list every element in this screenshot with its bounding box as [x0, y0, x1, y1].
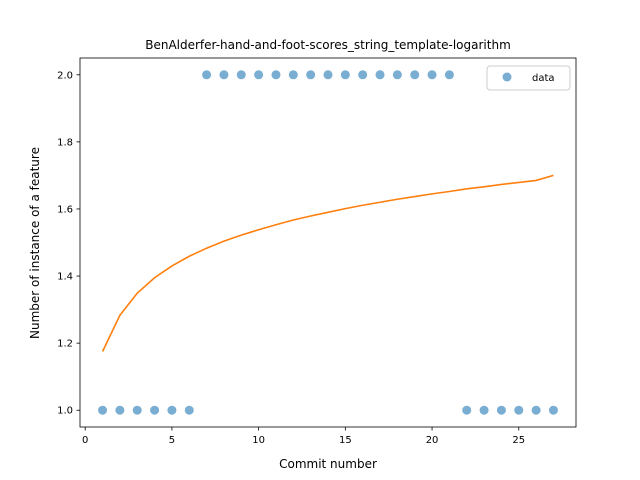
x-tick-label: 5 [169, 435, 175, 446]
y-tick-label: 1.8 [57, 137, 73, 148]
data-point [427, 70, 437, 80]
x-axis-label: Commit number [279, 457, 377, 471]
axes-frame [79, 57, 577, 428]
data-point [150, 405, 160, 415]
data-point [306, 70, 316, 80]
data-point [167, 405, 177, 415]
data-point [115, 405, 125, 415]
x-tick-label: 20 [426, 435, 439, 446]
data-point [531, 405, 541, 415]
data-point [340, 70, 350, 80]
y-tick-label: 1.0 [57, 406, 73, 417]
data-point [236, 70, 246, 80]
data-point [444, 70, 454, 80]
data-point [98, 405, 108, 415]
data-point [375, 70, 385, 80]
legend-label: data [532, 73, 555, 84]
data-point [271, 70, 281, 80]
data-point [410, 70, 420, 80]
data-point [202, 70, 212, 80]
y-tick-label: 1.4 [57, 272, 73, 283]
data-point [548, 405, 558, 415]
legend: data [486, 65, 571, 91]
chart-title: BenAlderfer-hand-and-foot-scores_string_… [145, 38, 511, 52]
data-point [392, 70, 402, 80]
data-point [219, 70, 229, 80]
x-tick-label: 25 [512, 435, 525, 446]
data-point [132, 405, 142, 415]
data-point [184, 405, 194, 415]
x-axis: 0 5 10 15 20 25 [82, 427, 525, 446]
data-point [496, 405, 506, 415]
y-tick-label: 1.6 [57, 204, 73, 215]
data-point [358, 70, 368, 80]
y-axis: 1.0 1.2 1.4 1.6 1.8 2.0 [57, 70, 80, 417]
legend-frame [486, 65, 571, 91]
y-tick-label: 2.0 [57, 70, 73, 81]
data-point [254, 70, 264, 80]
legend-marker [502, 72, 512, 82]
x-tick-label: 0 [82, 435, 88, 446]
data-point [323, 70, 333, 80]
plot-area [79, 57, 577, 428]
data-point [288, 70, 298, 80]
fit-line [101, 174, 554, 352]
data-point [462, 405, 472, 415]
data-point [514, 405, 524, 415]
y-tick-label: 1.2 [57, 339, 73, 350]
data-point [479, 405, 489, 415]
x-tick-label: 10 [252, 435, 265, 446]
x-tick-label: 15 [339, 435, 352, 446]
y-axis-label: Number of instance of a feature [28, 147, 42, 339]
